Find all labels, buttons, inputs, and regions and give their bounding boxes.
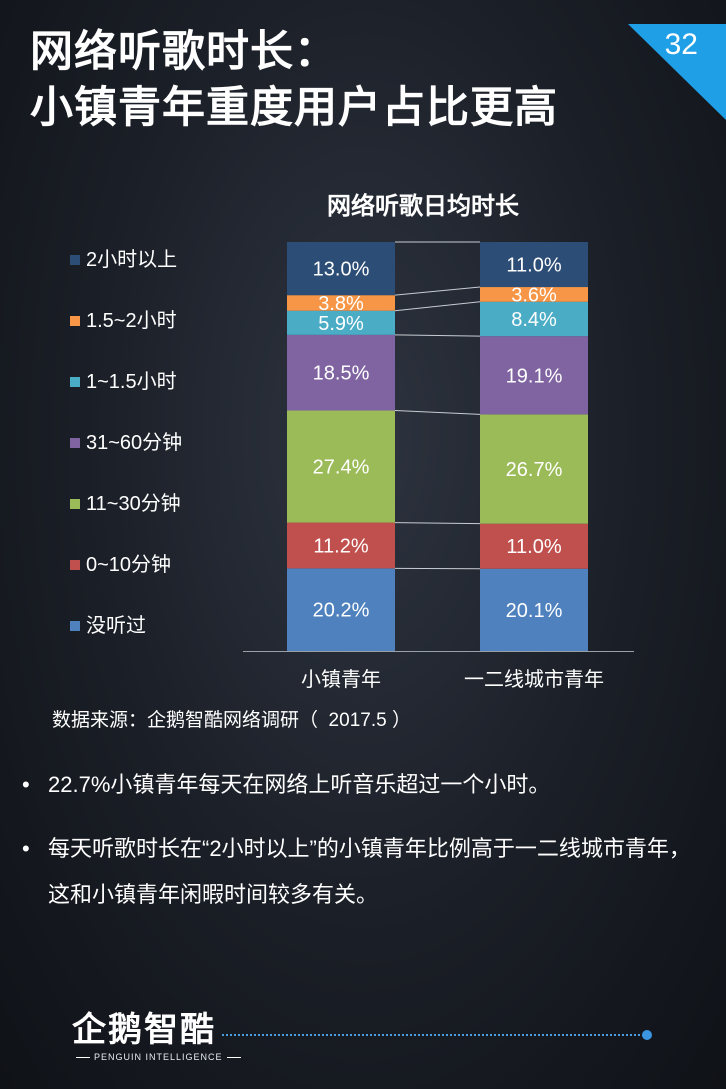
series-connector <box>394 301 481 312</box>
brand-logo: 企鹅智酷 PENGUIN INTELLIGENCE <box>72 1010 245 1062</box>
legend-item: 0~10分钟 <box>70 552 171 578</box>
legend-swatch <box>70 621 80 631</box>
bar-segment <box>480 336 588 415</box>
bar-segment <box>287 410 395 523</box>
legend-item: 1~1.5小时 <box>70 369 177 395</box>
bullet-item: • 每天听歌时长在“2小时以上”的小镇青年比例高于一二线城市青年，这和小镇青年闲… <box>22 826 702 918</box>
data-source: 数据来源：企鹅智酷网络调研（ 2017.5 ） <box>52 710 411 731</box>
bar-segment <box>287 522 395 569</box>
page-title: 网络听歌时长： 小镇青年重度用户占比更高 <box>30 24 558 136</box>
divider-end-dot <box>642 1030 652 1040</box>
legend-swatch <box>70 438 80 448</box>
series-connector <box>394 410 481 415</box>
legend-item: 2小时以上 <box>70 247 177 273</box>
dotted-divider <box>222 1034 644 1036</box>
page-number: 32 <box>664 28 698 61</box>
legend-item: 没听过 <box>70 613 146 639</box>
legend-label: 没听过 <box>86 615 146 637</box>
bullet-item: • 22.7%小镇青年每天在网络上听音乐超过一个小时。 <box>22 762 702 808</box>
title-line-2: 小镇青年重度用户占比更高 <box>30 84 558 132</box>
data-label: 27.4% <box>313 457 370 479</box>
legend-label: 2小时以上 <box>86 249 178 271</box>
legend-swatch <box>70 255 80 265</box>
logo-cn-text: 企鹅智酷 <box>72 1011 216 1049</box>
series-connector <box>394 522 481 525</box>
data-label: 20.2% <box>313 600 370 622</box>
data-label: 8.4% <box>511 309 557 331</box>
bullet-text: 每天听歌时长在“2小时以上”的小镇青年比例高于一二线城市青年，这和小镇青年闲暇时… <box>48 836 691 907</box>
data-label: 26.7% <box>506 459 563 481</box>
data-label: 11.0% <box>506 255 561 277</box>
bar-segment <box>480 301 588 337</box>
bar-segment <box>480 242 588 288</box>
category-label: 一二线城市青年 <box>464 668 604 691</box>
bullet-dot: • <box>22 772 30 797</box>
corner-triangle <box>628 24 726 120</box>
category-label: 小镇青年 <box>301 668 381 691</box>
bar-segment <box>287 242 395 296</box>
legend-item: 11~30分钟 <box>70 491 181 517</box>
legend-label: 1~1.5小时 <box>86 371 177 393</box>
bar-segment <box>287 310 395 335</box>
logo-en-text: PENGUIN INTELLIGENCE <box>72 1052 245 1062</box>
data-label: 3.8% <box>318 293 364 315</box>
series-connector <box>394 286 481 296</box>
legend-swatch <box>70 560 80 570</box>
bar-segment <box>480 414 588 524</box>
bullet-text: 22.7%小镇青年每天在网络上听音乐超过一个小时。 <box>48 772 551 797</box>
bullet-list: • 22.7%小镇青年每天在网络上听音乐超过一个小时。 • 每天听歌时长在“2小… <box>22 762 702 936</box>
bar-segment <box>287 568 395 651</box>
series-connector <box>394 334 481 337</box>
bar-segment <box>287 334 395 411</box>
data-label: 11.2% <box>313 535 368 557</box>
data-label: 5.9% <box>318 313 364 335</box>
data-label: 19.1% <box>506 365 563 387</box>
legend-label: 31~60分钟 <box>86 432 183 454</box>
legend-swatch <box>70 316 80 326</box>
logo-en-label: PENGUIN INTELLIGENCE <box>94 1052 223 1062</box>
legend-item: 31~60分钟 <box>70 430 182 456</box>
legend-label: 1.5~2小时 <box>86 310 177 332</box>
legend-swatch <box>70 377 80 387</box>
data-label: 18.5% <box>313 363 370 385</box>
title-line-1: 网络听歌时长： <box>30 28 338 76</box>
data-label: 20.1% <box>506 600 563 622</box>
legend-item: 1.5~2小时 <box>70 308 177 334</box>
data-label: 11.0% <box>506 536 561 558</box>
bar-segment <box>480 523 588 569</box>
bar-segment <box>287 295 395 311</box>
legend-label: 0~10分钟 <box>86 554 172 576</box>
bar-segment <box>480 287 588 302</box>
bullet-dot: • <box>22 836 30 861</box>
stacked-bar-chart: 20.2% 11.2% 27.4% 18.5% 5.9%3.8% 13.0% 小镇青年 20.… <box>243 241 634 691</box>
bar-segment <box>480 568 588 651</box>
legend-label: 11~30分钟 <box>86 493 181 515</box>
chart-title: 网络听歌日均时长 <box>327 193 519 220</box>
data-label: 3.6% <box>511 284 557 306</box>
data-label: 13.0% <box>313 259 370 281</box>
legend-swatch <box>70 499 80 509</box>
